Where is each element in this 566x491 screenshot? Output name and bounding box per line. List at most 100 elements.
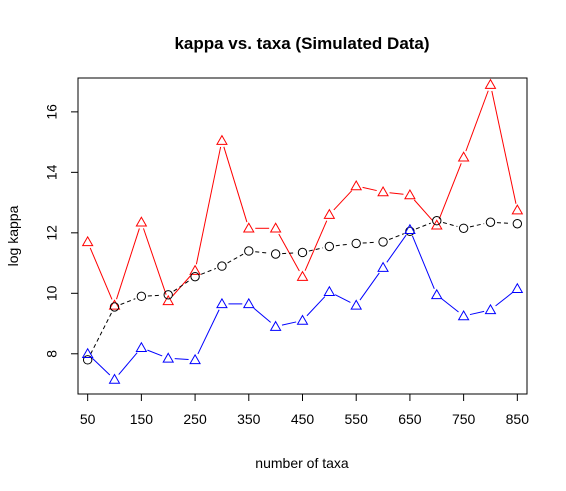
series-2-segment xyxy=(120,298,136,305)
data-point xyxy=(163,290,173,300)
data-point xyxy=(296,270,309,281)
data-point xyxy=(81,235,94,247)
series-2-segment xyxy=(282,252,297,255)
data-point xyxy=(377,185,389,197)
series-1-segment xyxy=(333,190,353,211)
data-point xyxy=(162,352,175,363)
series-1-segment xyxy=(278,233,300,272)
series-3-segment xyxy=(359,272,380,301)
series-2-segment xyxy=(469,223,485,228)
series-2-segment xyxy=(335,243,350,247)
data-point xyxy=(323,285,336,297)
series-3-segment xyxy=(253,307,272,323)
data-point xyxy=(484,78,497,89)
series-3-segment xyxy=(411,235,435,289)
series-1-segment xyxy=(389,192,404,195)
series-1-segment xyxy=(223,146,248,223)
data-point xyxy=(378,237,388,247)
x-tick-label: 50 xyxy=(80,411,96,427)
series-2 xyxy=(82,216,523,365)
data-point xyxy=(296,314,309,325)
series-2-segment xyxy=(90,312,113,355)
data-point xyxy=(350,179,363,191)
series-3-segment xyxy=(174,358,189,360)
data-point xyxy=(189,353,201,365)
series-2-segment xyxy=(255,251,270,254)
series-1-segment xyxy=(465,90,489,152)
series-2-segment xyxy=(415,222,431,230)
data-point xyxy=(485,217,496,227)
series-3-segment xyxy=(92,357,111,376)
data-point xyxy=(404,223,416,235)
series-3-segment xyxy=(495,292,513,307)
series-2-segment xyxy=(442,222,458,228)
data-point xyxy=(135,341,148,352)
data-point xyxy=(351,238,361,249)
data-point xyxy=(109,302,120,312)
series-1 xyxy=(81,78,524,310)
series-3-segment xyxy=(118,352,138,375)
data-point xyxy=(135,216,148,227)
data-point xyxy=(81,347,94,359)
series-3-segment xyxy=(197,309,220,355)
series-1-segment xyxy=(362,186,377,192)
data-point xyxy=(216,134,228,145)
data-point xyxy=(108,299,121,310)
y-axis: 8 10 12 14 16 xyxy=(44,104,79,358)
x-tick-label: 150 xyxy=(130,411,154,427)
series-2-segment xyxy=(227,253,244,264)
data-point xyxy=(242,297,255,309)
series-3-segment xyxy=(147,349,163,357)
data-point xyxy=(242,222,255,233)
series-1-segment xyxy=(438,163,462,220)
y-tick-label: 16 xyxy=(44,104,60,120)
series-layer xyxy=(81,78,524,384)
x-tick-label: 750 xyxy=(452,411,476,427)
x-tick-label: 250 xyxy=(183,411,207,427)
series-2-segment xyxy=(388,233,405,240)
data-point xyxy=(512,219,523,229)
series-2-segment xyxy=(173,279,190,292)
data-point xyxy=(270,249,281,259)
data-point xyxy=(269,320,282,331)
data-point xyxy=(430,288,443,300)
data-point xyxy=(377,261,389,272)
series-1-segment xyxy=(304,220,328,271)
series-3-segment xyxy=(306,296,326,317)
series-2-segment xyxy=(362,241,377,244)
y-axis-label: log kappa xyxy=(5,205,21,266)
data-point xyxy=(136,291,147,302)
series-2-segment xyxy=(200,268,217,275)
y-tick-label: 10 xyxy=(44,285,60,301)
data-point xyxy=(484,303,497,315)
x-tick-label: 650 xyxy=(398,411,422,427)
data-point xyxy=(323,208,336,219)
chart-title: kappa vs. taxa (Simulated Data) xyxy=(174,34,429,53)
y-tick-label: 12 xyxy=(44,225,60,241)
data-point xyxy=(108,373,121,384)
data-point xyxy=(297,247,308,258)
data-point xyxy=(162,294,175,306)
series-3 xyxy=(81,223,524,384)
series-2-segment xyxy=(308,247,324,252)
series-3-segment xyxy=(334,294,351,303)
data-point xyxy=(457,309,470,321)
series-2-segment xyxy=(147,294,162,297)
data-point xyxy=(324,241,335,252)
x-tick-label: 550 xyxy=(345,411,369,427)
series-3-segment xyxy=(469,310,485,316)
data-point xyxy=(511,282,524,294)
series-1-segment xyxy=(413,199,433,221)
data-point xyxy=(82,355,93,365)
data-point xyxy=(216,297,228,309)
data-point xyxy=(350,299,363,310)
series-2-segment xyxy=(496,222,511,224)
data-point xyxy=(190,271,200,282)
series-1-segment xyxy=(143,228,167,295)
data-point xyxy=(511,204,524,215)
data-point xyxy=(189,264,201,275)
series-1-segment xyxy=(89,247,113,300)
x-axis: 50 150 250 350 450 550 650 750 850 xyxy=(80,393,529,427)
data-point xyxy=(244,246,254,256)
